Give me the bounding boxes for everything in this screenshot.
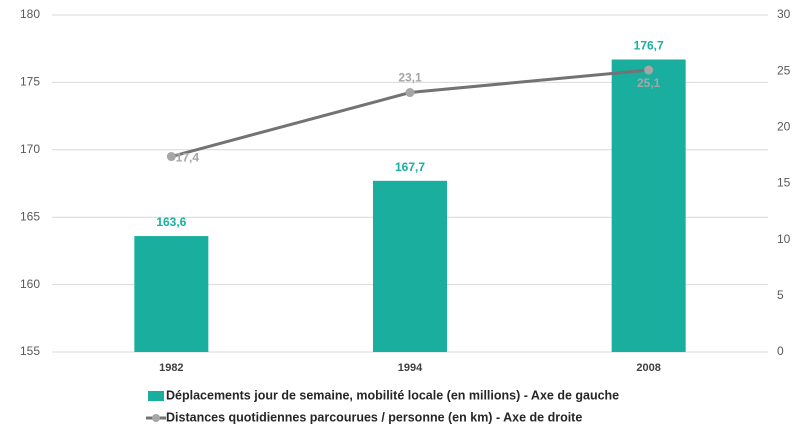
bar: [611, 59, 686, 352]
legend-swatch: [152, 414, 160, 422]
x-tick-label: 1994: [398, 362, 423, 374]
y-tick-label: 165: [20, 209, 40, 223]
line-value-label: 23,1: [398, 71, 422, 85]
bar-value-label: 163,6: [156, 215, 186, 229]
y2-tick-label: 25: [777, 63, 791, 77]
y2-tick-label: 30: [777, 7, 791, 21]
line-marker: [644, 65, 654, 75]
bar-value-label: 176,7: [634, 39, 664, 53]
y-tick-label: 170: [20, 142, 40, 156]
y2-tick-label: 15: [777, 176, 791, 190]
legend-label: Distances quotidiennes parcourues / pers…: [166, 410, 582, 424]
legend-swatch: [148, 391, 164, 401]
bar-value-label: 167,7: [395, 160, 425, 174]
legend-label: Déplacements jour de semaine, mobilité l…: [166, 388, 619, 402]
line-value-label: 17,4: [176, 151, 200, 165]
line-value-label: 25,1: [637, 76, 661, 90]
x-tick-label: 2008: [636, 362, 660, 374]
line-marker: [166, 152, 176, 162]
y-tick-label: 160: [20, 277, 40, 291]
y2-tick-label: 0: [777, 344, 784, 358]
y2-tick-label: 20: [777, 120, 791, 134]
y2-tick-label: 10: [777, 232, 791, 246]
bar: [134, 236, 209, 352]
bar: [373, 180, 447, 352]
line-marker: [405, 88, 415, 98]
x-tick-label: 1982: [159, 362, 183, 374]
y-tick-label: 180: [20, 7, 40, 21]
y-tick-label: 175: [20, 75, 40, 89]
y2-tick-label: 5: [777, 288, 784, 302]
y-tick-label: 155: [20, 344, 40, 358]
